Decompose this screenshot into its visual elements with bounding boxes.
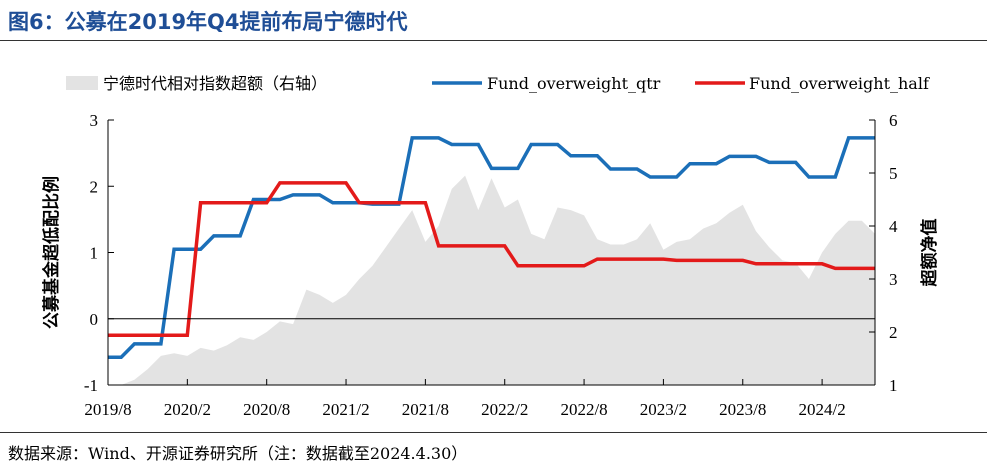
x-tick-label: 2021/8 (402, 400, 449, 419)
y-right-tick-label: 2 (889, 323, 898, 342)
source-note: 数据来源：Wind、开源证券研究所（注：数据截至2024.4.30） (8, 444, 468, 463)
axes: -1 0 1 2 3 1 2 3 4 5 6 2019/8 2020/2 2020/8 2021/2 2021… (41, 111, 940, 419)
x-tick-label: 2023/2 (640, 400, 687, 419)
y-left-tick-label: 3 (90, 111, 99, 130)
legend-label: Fund_overweight_qtr (487, 74, 661, 93)
y-left-tick-label: 0 (90, 310, 99, 329)
x-tick-label: 2020/8 (243, 400, 290, 419)
series-line-half (108, 181, 875, 338)
bottom-rule (0, 432, 987, 433)
x-tick-label: 2024/2 (798, 400, 845, 419)
x-tick-label: 2021/2 (322, 400, 369, 419)
plot-area (108, 136, 875, 385)
chart-canvas: 宁德时代相对指数超额（右轴） Fund_overweight_qtr Fund_ov… (41, 74, 940, 419)
x-tick-label: 2022/2 (481, 400, 528, 419)
legend: 宁德时代相对指数超额（右轴） Fund_overweight_qtr Fund_ov… (66, 74, 930, 93)
x-tick-label: 2023/8 (719, 400, 766, 419)
y-right-tick-label: 1 (889, 376, 898, 395)
y-left-tick-label: -1 (84, 376, 98, 395)
top-rule (0, 40, 987, 41)
x-tick-label: 2019/8 (84, 400, 131, 419)
y-left-axis-title: 公募基金超低配比例 (41, 176, 62, 329)
legend-label: 宁德时代相对指数超额（右轴） (103, 74, 327, 93)
y-right-axis-title: 超额净值 (919, 219, 940, 287)
y-left-tick-label: 2 (90, 177, 99, 196)
legend-label: Fund_overweight_half (749, 74, 930, 93)
y-left-tick-label: 1 (90, 244, 99, 263)
series-line-qtr (108, 136, 875, 359)
legend-swatch-area (66, 76, 98, 90)
series-area-excess (108, 175, 875, 385)
x-tick-label: 2022/8 (560, 400, 607, 419)
figure-title: 图6：公募在2019年Q4提前布局宁德时代 (8, 10, 408, 34)
y-right-tick-label: 3 (889, 270, 898, 289)
y-right-tick-label: 4 (889, 217, 898, 236)
x-tick-label: 2020/2 (164, 400, 211, 419)
y-right-tick-label: 5 (889, 164, 898, 183)
y-right-tick-label: 6 (889, 111, 898, 130)
